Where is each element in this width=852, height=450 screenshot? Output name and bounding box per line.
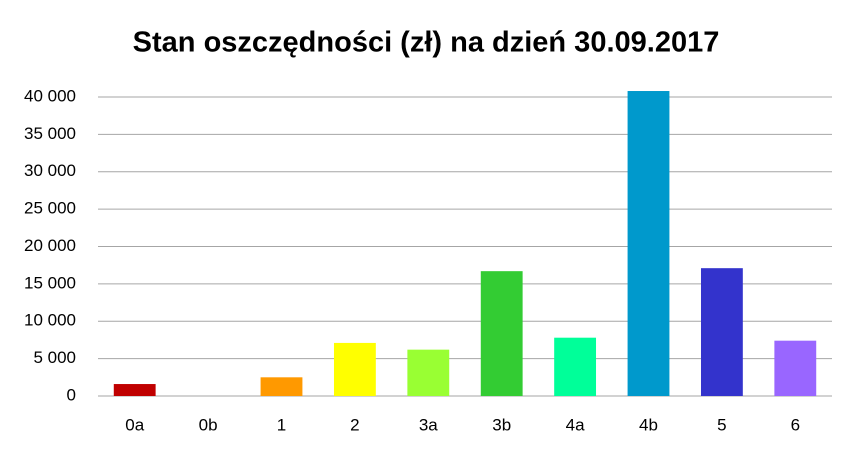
- y-tick-label: 5 000: [33, 348, 76, 367]
- y-tick-label: 35 000: [24, 124, 76, 143]
- y-tick-label: 25 000: [24, 199, 76, 218]
- y-tick-label: 30 000: [24, 161, 76, 180]
- chart-title: Stan oszczędności (zł) na dzień 30.09.20…: [133, 27, 720, 59]
- bar: [700, 268, 743, 396]
- bar: [774, 340, 817, 396]
- x-tick-label: 1: [277, 415, 286, 434]
- bar: [260, 377, 303, 396]
- y-tick-label: 10 000: [24, 311, 76, 330]
- x-tick-label: 0b: [199, 415, 218, 434]
- bar: [627, 91, 670, 397]
- bar: [480, 271, 523, 396]
- x-tick-label: 0a: [125, 415, 144, 434]
- x-tick-label: 3a: [419, 415, 438, 434]
- bar: [113, 384, 156, 396]
- x-tick-label: 5: [717, 415, 726, 434]
- y-tick-label: 40 000: [24, 86, 76, 105]
- x-tick-label: 4b: [639, 415, 658, 434]
- x-tick-label: 4a: [566, 415, 585, 434]
- x-tick-label: 3b: [492, 415, 511, 434]
- x-tick-label: 6: [791, 415, 800, 434]
- y-tick-label: 20 000: [24, 236, 76, 255]
- y-tick-label: 15 000: [24, 273, 76, 292]
- y-tick-label: 0: [67, 385, 76, 404]
- x-tick-label: 2: [350, 415, 359, 434]
- bar: [333, 342, 376, 396]
- bar: [554, 337, 597, 396]
- bar: [407, 349, 450, 396]
